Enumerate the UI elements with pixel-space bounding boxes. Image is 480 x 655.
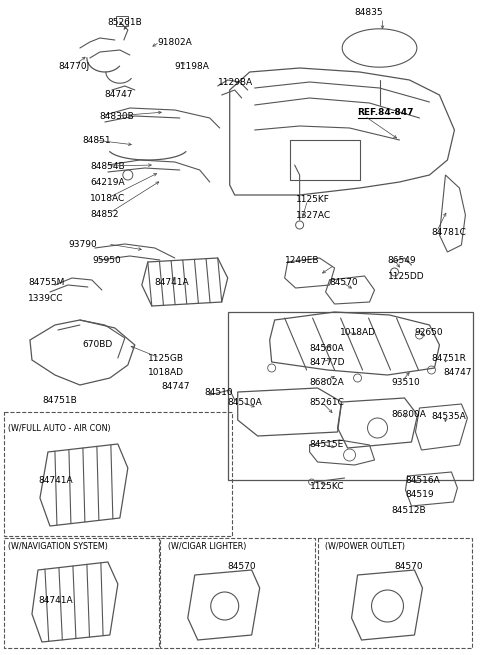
Bar [4,412,232,536]
Text: 93510: 93510 [392,378,420,387]
Text: 84747: 84747 [105,90,133,99]
Text: 1125GB: 1125GB [148,354,184,363]
Text: 93790: 93790 [68,240,96,249]
Text: 84751R: 84751R [432,354,467,363]
Bar [318,538,472,648]
Text: 1125KC: 1125KC [310,482,344,491]
Text: 84510: 84510 [205,388,233,397]
Text: 95950: 95950 [92,256,120,265]
Text: 84570: 84570 [330,278,358,287]
Text: (W/NAVIGATION SYSTEM): (W/NAVIGATION SYSTEM) [8,542,108,551]
Text: 86800A: 86800A [392,410,426,419]
Text: 84851: 84851 [82,136,110,145]
Text: (W/CIGAR LIGHTER): (W/CIGAR LIGHTER) [168,542,246,551]
Text: 84570: 84570 [395,562,423,571]
Text: 1129BA: 1129BA [218,78,253,87]
Text: 84770J: 84770J [58,62,89,71]
Text: 84747: 84747 [444,368,472,377]
Bar [116,16,128,26]
Text: 64219A: 64219A [90,178,124,187]
Text: 84830B: 84830B [100,112,134,121]
Text: 1125DD: 1125DD [387,272,424,281]
Text: 1018AC: 1018AC [90,194,125,203]
Bar [4,538,159,648]
Text: 1249EB: 1249EB [285,256,319,265]
Text: 85261C: 85261C [310,398,345,407]
Bar [228,312,473,480]
Text: 84835: 84835 [355,8,383,17]
Text: 84519: 84519 [406,490,434,499]
Text: 91198A: 91198A [175,62,210,71]
Text: 84535A: 84535A [432,412,466,421]
Text: 1327AC: 1327AC [296,211,331,220]
Text: 84741A: 84741A [155,278,190,287]
Text: 84512B: 84512B [392,506,426,515]
Text: 86802A: 86802A [310,378,344,387]
Text: 86549: 86549 [387,256,416,265]
Text: 1125KF: 1125KF [296,195,329,204]
Text: 91802A: 91802A [158,38,192,47]
Bar [160,538,314,648]
Text: 84570: 84570 [228,562,256,571]
Text: 84777D: 84777D [310,358,345,367]
Text: 84560A: 84560A [310,344,344,353]
Text: 84751B: 84751B [42,396,77,405]
Text: 84852: 84852 [90,210,119,219]
Text: 85261B: 85261B [108,18,143,27]
Text: 670BD: 670BD [82,340,112,349]
Text: 84747: 84747 [162,382,190,391]
Text: 84854B: 84854B [90,162,124,171]
Text: 84516A: 84516A [406,476,440,485]
Text: (W/POWER OUTLET): (W/POWER OUTLET) [324,542,405,551]
Text: 1018AD: 1018AD [148,368,184,377]
Text: 84515E: 84515E [310,440,344,449]
Text: 84741A: 84741A [38,476,72,485]
Text: REF.84-847: REF.84-847 [358,108,414,117]
Text: 1339CC: 1339CC [28,294,63,303]
Text: (W/FULL AUTO - AIR CON): (W/FULL AUTO - AIR CON) [8,424,110,433]
Text: 84741A: 84741A [38,596,72,605]
Text: 1018AD: 1018AD [339,328,375,337]
Text: 92650: 92650 [415,328,443,337]
Text: 84510A: 84510A [228,398,263,407]
Text: 84755M: 84755M [28,278,64,287]
Text: 84781C: 84781C [432,228,467,237]
